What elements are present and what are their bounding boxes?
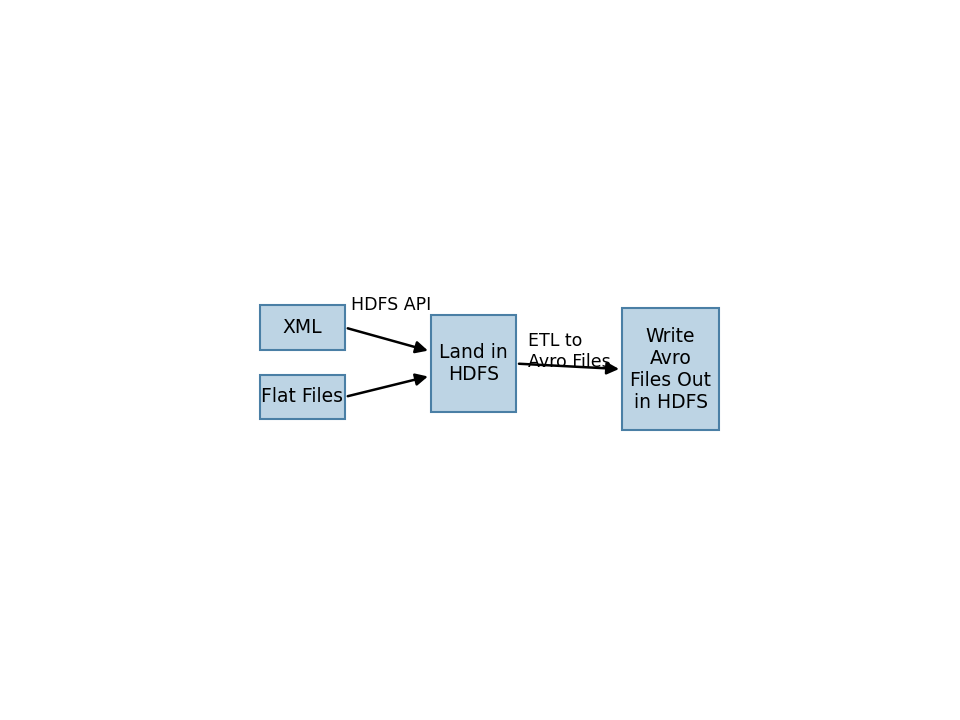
Text: Flat Files: Flat Files [261, 387, 344, 406]
Bar [259, 305, 345, 350]
Text: HDFS API: HDFS API [350, 296, 431, 314]
Text: ETL to
Avro Files: ETL to Avro Files [528, 332, 611, 371]
Bar [431, 315, 516, 412]
Text: XML: XML [282, 318, 323, 337]
Bar [622, 308, 719, 430]
Text: Land in
HDFS: Land in HDFS [439, 343, 508, 384]
Bar [259, 374, 345, 419]
Text: Write
Avro
Files Out
in HDFS: Write Avro Files Out in HDFS [630, 327, 711, 412]
